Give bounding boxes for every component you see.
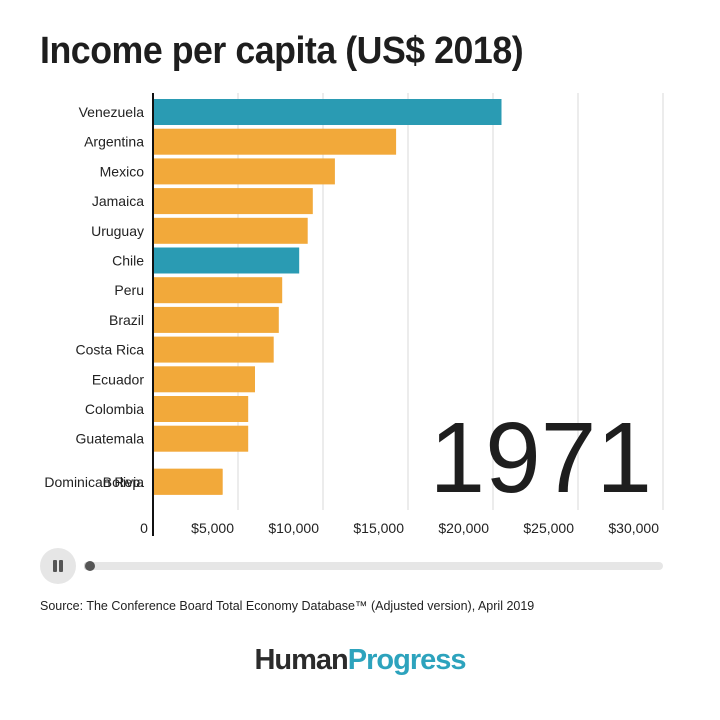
x-tick-label: $25,000	[523, 520, 574, 536]
x-tick-label: 0	[140, 520, 148, 536]
bar-uruguay	[153, 217, 308, 244]
bar-chart: 1971 Venezuela Argentina Mexico Jamaica Urugu…	[44, 93, 664, 536]
pause-button[interactable]	[40, 548, 76, 584]
bar-colombia	[153, 396, 249, 422]
source-note: Source: The Conference Board Total Econo…	[40, 599, 535, 613]
pause-icon	[53, 560, 57, 572]
category-label: Mexico	[100, 163, 145, 179]
bar-brazil	[153, 306, 279, 333]
timeline-slider[interactable]	[84, 561, 663, 571]
x-tick-label: $20,000	[438, 520, 489, 536]
bar-chile	[153, 247, 300, 274]
category-label: Chile	[112, 253, 144, 269]
bar-mexico	[153, 158, 335, 185]
playback-controls	[40, 548, 665, 584]
category-label: Argentina	[84, 134, 144, 150]
x-tick-label: $10,000	[268, 520, 319, 536]
year-label: 1971	[430, 402, 652, 514]
chart-title: Income per capita (US$ 2018)	[40, 30, 524, 72]
x-tick-label: $15,000	[353, 520, 404, 536]
category-label: Colombia	[85, 401, 144, 417]
bar-costa-rica	[153, 336, 274, 363]
bar-venezuela	[153, 99, 502, 125]
category-label: Venezuela	[79, 104, 145, 120]
category-label: Peru	[114, 282, 144, 298]
category-label: Uruguay	[91, 223, 144, 239]
category-label: Brazil	[109, 312, 144, 328]
category-label: Guatemala	[76, 431, 145, 447]
bar-peru	[153, 277, 283, 304]
category-label: Jamaica	[92, 193, 144, 209]
category-label: Dominican Rep.	[44, 474, 144, 490]
category-label: Ecuador	[92, 371, 144, 387]
bar-argentina	[153, 128, 397, 155]
humanprogress-logo: HumanProgress	[254, 644, 466, 676]
bar-jamaica	[153, 188, 313, 215]
category-label: Costa Rica	[76, 342, 145, 358]
x-tick-label: $5,000	[191, 520, 234, 536]
category-label: Bolivia	[103, 474, 144, 490]
timeline-handle[interactable]	[84, 561, 95, 571]
bar-guatemala	[153, 425, 249, 452]
bar-bolivia	[153, 468, 222, 495]
x-tick-label: $30,000	[608, 520, 659, 536]
bar-ecuador	[153, 366, 255, 393]
